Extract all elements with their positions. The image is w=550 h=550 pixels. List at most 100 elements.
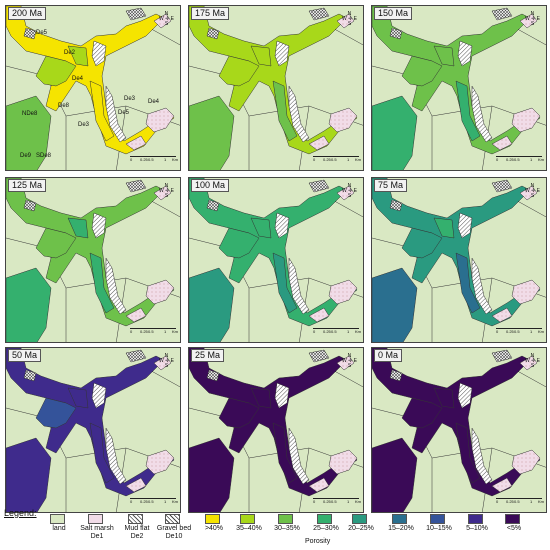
salt-marsh [145, 279, 175, 305]
channel-bar [250, 217, 272, 239]
lowland-facies [189, 267, 235, 342]
salt-marsh [519, 355, 538, 371]
mud-flat [274, 382, 290, 409]
mud-flat [457, 40, 473, 67]
scale-tick-label: 0 [313, 157, 316, 162]
salt-marsh [328, 449, 358, 475]
mud-flat [91, 382, 107, 409]
scale-tick-label: 0 [130, 329, 133, 334]
legend-swatch [205, 514, 220, 524]
map-drawing [372, 178, 546, 342]
bay-facies [35, 227, 77, 259]
salt-marsh [336, 13, 355, 29]
gravel-bed [206, 27, 220, 40]
scale-tick-label: 0.25 [323, 157, 331, 162]
legend-label: 35–40% [236, 525, 262, 532]
scale-unit: Km [355, 329, 361, 334]
legend-swatch [392, 514, 407, 524]
scale-tick-label: 1 [530, 329, 533, 334]
inner-channel [89, 80, 115, 142]
map-panel-200ma: 200 Ma N W ✛ E S 0 0.25 0.5 1 Km De5 De2 De4 De8 NDe8… [5, 5, 181, 171]
gravel-bed [23, 27, 37, 40]
scale-bar: 0 0.25 0.5 1 Km [496, 154, 544, 164]
legend-swatch [128, 514, 143, 524]
mud-flat [288, 427, 310, 485]
mud-flat [457, 212, 473, 239]
facies-label: SDe8 [36, 153, 52, 159]
map-panel-50ma: 50 Ma N W ✛ E S 0 0.25 0.5 1 Km [5, 347, 181, 513]
salt-marsh [125, 477, 147, 493]
scale-tick-label: 0.5 [331, 157, 337, 162]
channel-bar [67, 45, 89, 67]
channel-bar [250, 387, 272, 409]
salt-marsh [153, 13, 172, 29]
scale-bar: 0 0.25 0.5 1 Km [496, 326, 544, 336]
channel-bar [433, 387, 455, 409]
map-panel-25ma: 25 Ma N W ✛ E S 0 0.25 0.5 1 Km [188, 347, 364, 513]
salt-marsh [328, 279, 358, 305]
gravel-bed [206, 369, 220, 382]
facies-label: De5 [36, 30, 48, 36]
scale-tick-label: 1 [347, 329, 350, 334]
bay-facies [218, 397, 260, 429]
salt-marsh [308, 135, 330, 151]
facies-label: De4 [72, 76, 84, 82]
lowland-facies [6, 267, 52, 342]
legend-label: 20–25% [348, 525, 374, 532]
age-label: 175 Ma [191, 7, 230, 20]
scale-bar: 0 0.25 0.5 1 Km [130, 154, 178, 164]
salt-marsh [511, 107, 541, 133]
facies-label: De3 [78, 122, 90, 128]
legend: Legend: land Salt marsh De1 Mud flat De2 Grav… [0, 508, 550, 550]
scale-unit: Km [538, 329, 544, 334]
map-drawing [372, 6, 546, 170]
gravel-bed [491, 179, 513, 193]
scale-bar: 0 0.25 0.5 1 Km [130, 496, 178, 506]
map-drawing [6, 178, 180, 342]
scale-tick-label: 0.25 [140, 329, 148, 334]
legend-label: land [52, 525, 66, 532]
age-label: 125 Ma [8, 179, 47, 192]
age-label: 100 Ma [191, 179, 230, 192]
age-label: 200 Ma [8, 7, 47, 20]
inner-channel [272, 422, 298, 484]
mud-flat [91, 212, 107, 239]
gravel-bed [389, 369, 403, 382]
scale-tick-label: 0.25 [323, 499, 331, 504]
scale-tick-label: 0.25 [140, 499, 148, 504]
mud-flat [105, 427, 127, 485]
mud-flat [471, 257, 493, 315]
legend-label: Mud flat De2 [124, 525, 150, 540]
gravel-bed [206, 199, 220, 212]
scale-tick-label: 0.5 [514, 499, 520, 504]
scale-tick-label: 0.25 [140, 157, 148, 162]
mud-flat [274, 212, 290, 239]
bay-facies [35, 55, 77, 87]
scale-unit: Km [172, 157, 178, 162]
salt-marsh [336, 185, 355, 201]
age-label: 25 Ma [191, 349, 225, 362]
age-label: 75 Ma [374, 179, 408, 192]
scale-unit: Km [538, 157, 544, 162]
map-panel-150ma: 150 Ma N W ✛ E S 0 0.25 0.5 1 Km [371, 5, 547, 171]
scale-tick-label: 1 [530, 157, 533, 162]
legend-label: 25–30% [313, 525, 339, 532]
map-panel-0ma: 0 Ma N W ✛ E S 0 0.25 0.5 1 Km [371, 347, 547, 513]
mud-flat [91, 40, 107, 67]
salt-marsh [491, 307, 513, 323]
scale-unit: Km [538, 499, 544, 504]
salt-marsh [308, 307, 330, 323]
map-panel-100ma: 100 Ma N W ✛ E S 0 0.25 0.5 1 Km [188, 177, 364, 343]
scale-tick-label: 0 [130, 499, 133, 504]
lowland-facies [189, 95, 235, 170]
scale-tick-label: 0.25 [323, 329, 331, 334]
scale-tick-label: 1 [164, 157, 167, 162]
facies-label: De2 [64, 50, 76, 56]
salt-marsh [336, 355, 355, 371]
lowland-facies [372, 267, 418, 342]
scale-tick-label: 0.5 [514, 329, 520, 334]
scale-tick-label: 1 [530, 499, 533, 504]
legend-label: 10–15% [426, 525, 452, 532]
